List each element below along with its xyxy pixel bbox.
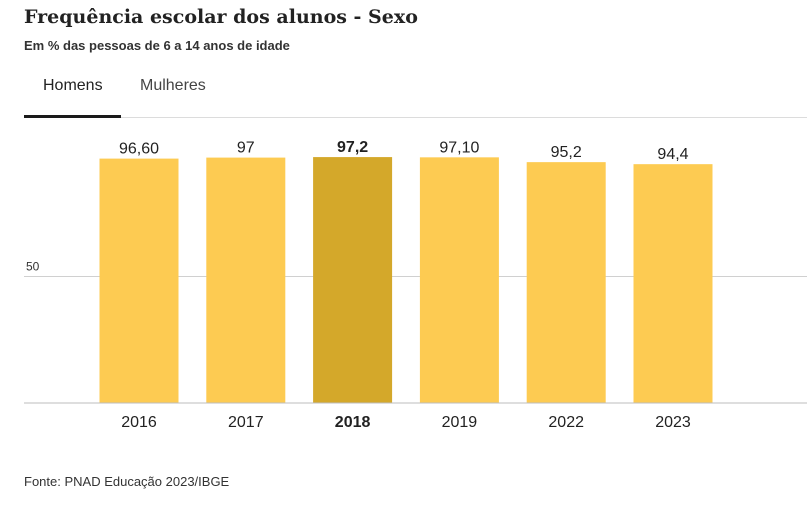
- x-tick-label: 2018: [335, 414, 371, 431]
- data-label: 94,4: [657, 146, 688, 163]
- data-label: 97: [237, 140, 255, 157]
- bar: [419, 157, 499, 403]
- x-tick-label: 2019: [442, 414, 478, 431]
- tab-bar: Homens Mulheres: [24, 72, 807, 118]
- source-note: Fonte: PNAD Educação 2023/IBGE: [24, 474, 230, 489]
- chart-title: Frequência escolar dos alunos - Sexo: [24, 6, 418, 28]
- x-tick-label: 2023: [655, 414, 691, 431]
- chart-subtitle: Em % das pessoas de 6 a 14 anos de idade: [24, 38, 290, 53]
- active-tab-indicator: [24, 115, 121, 118]
- bar: [313, 157, 393, 403]
- data-label: 97,10: [439, 139, 479, 156]
- x-tick-label: 2017: [228, 414, 264, 431]
- data-label: 97,2: [337, 139, 368, 156]
- bar: [526, 162, 606, 403]
- data-label: 95,2: [551, 144, 582, 161]
- x-tick-label: 2022: [548, 414, 584, 431]
- bar-chart: 50 96,60 2016 97 2017 97,2 2018 97,10 2019 95,2 20…: [24, 139, 807, 431]
- x-tick-label: 2016: [121, 414, 157, 431]
- bar: [99, 158, 179, 403]
- tab-divider: [24, 117, 807, 118]
- data-label: 96,60: [119, 141, 159, 158]
- bar: [206, 157, 286, 403]
- tab-homens[interactable]: Homens: [43, 77, 103, 94]
- bar: [633, 164, 713, 403]
- y-tick-label: 50: [26, 260, 40, 274]
- tab-mulheres[interactable]: Mulheres: [140, 77, 206, 94]
